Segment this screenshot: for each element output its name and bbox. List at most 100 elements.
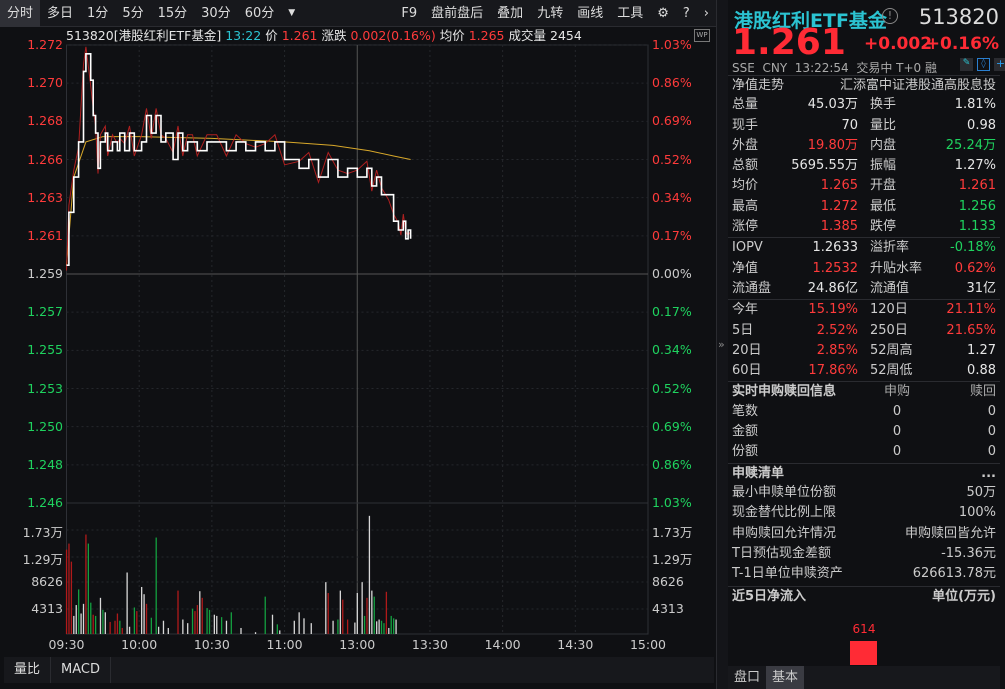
exchange: SSE: [732, 61, 755, 75]
stat-value: 15.19%: [808, 302, 858, 318]
price-value: 1.261: [281, 28, 318, 43]
stat-value: 70: [841, 117, 858, 133]
stat-label: 总量: [732, 97, 759, 113]
more-button[interactable]: ...: [981, 465, 996, 481]
price-tick: 1.255: [27, 342, 63, 358]
volume-tick: 8626: [31, 574, 63, 589]
net-inflow-title: 近5日净流入: [732, 589, 807, 605]
tab-volume-ratio[interactable]: 量比: [4, 657, 52, 683]
tab-order-book[interactable]: 盘口: [734, 670, 761, 685]
volume-bar: [279, 630, 281, 634]
volume-bar: [121, 627, 123, 634]
volume-bar: [385, 591, 388, 634]
period-tab[interactable]: 60分: [244, 5, 275, 21]
volume-bar: [90, 602, 92, 634]
stat-label: 跌停: [870, 219, 897, 235]
toolbar-button[interactable]: F9: [401, 5, 418, 21]
volume-value: 2454: [550, 28, 582, 43]
period-tab[interactable]: 5分: [122, 5, 144, 21]
volume-bar: [82, 603, 85, 634]
volume-bar: [119, 620, 121, 634]
volume-bar: [230, 612, 232, 634]
stat-value: 17.86%: [808, 363, 858, 379]
time-tick: 14:00: [484, 637, 521, 652]
toolbar-button[interactable]: 叠加: [497, 5, 524, 21]
volume-bar: [145, 603, 148, 634]
intraday-chart[interactable]: [0, 0, 716, 657]
stat-row: 净值 1.2532 升贴水率 0.62%: [728, 259, 1000, 279]
pct-tick: 0.52%: [652, 151, 692, 167]
volume-tick: 1.29万: [22, 552, 63, 567]
volume-tick: 1.73万: [22, 525, 63, 540]
volume-label: 成交量: [508, 28, 547, 43]
add-icon[interactable]: +: [994, 57, 1005, 71]
volume-bar: [65, 549, 68, 634]
period-tab[interactable]: 多日: [47, 5, 74, 21]
volume-bar: [378, 619, 380, 634]
volume-bar: [116, 613, 119, 634]
price-tick: 1.246: [27, 495, 63, 510]
subscribe-value: 0: [892, 444, 902, 460]
wp-icon[interactable]: WP: [694, 29, 710, 42]
redeem-value: 0: [987, 403, 996, 419]
stat-value: 1.256: [958, 198, 996, 214]
toolbar-button[interactable]: 工具: [617, 5, 644, 21]
stat-row: 总量 45.03万 换手 1.81%: [728, 95, 1000, 115]
volume-bar: [293, 620, 295, 634]
nav-trend-link[interactable]: 净值走势: [732, 78, 785, 93]
toolbar-button[interactable]: 画线: [577, 5, 604, 21]
expand-icon: »: [718, 338, 725, 351]
period-tab[interactable]: 30分: [201, 5, 231, 21]
time-tick: 13:30: [411, 637, 448, 652]
time-tick: 11:00: [266, 637, 303, 652]
info-icon[interactable]: !: [882, 8, 898, 24]
more-periods-icon[interactable]: ▼: [288, 7, 296, 18]
inflow-label: 614: [852, 622, 876, 636]
indicator-tabs: 量比 MACD: [4, 657, 714, 683]
volume-bar: [383, 623, 385, 634]
volume-bar: [208, 609, 211, 634]
volume-bar: [354, 622, 356, 634]
period-tab[interactable]: 分时: [0, 0, 41, 27]
fund-name: 513820[港股红利ETF基金]: [66, 28, 222, 43]
stat-value: 1.133: [958, 219, 996, 235]
row-label: 份额: [732, 444, 759, 460]
stat-value: 24.86亿: [807, 280, 858, 296]
period-tab[interactable]: 1分: [87, 5, 109, 21]
pen-icon[interactable]: ✎: [960, 58, 973, 71]
row-value: 100%: [958, 505, 996, 521]
volume-bar: [216, 615, 218, 634]
toolbar-button[interactable]: 盘前盘后: [431, 5, 484, 21]
volume-tick: 4313: [652, 601, 684, 616]
redeem-row: T日预估现金差额 -15.36元: [728, 544, 1000, 564]
bell-icon[interactable]: ◊: [977, 58, 990, 71]
stat-label: 外盘: [732, 137, 759, 153]
volume-bar: [337, 619, 339, 634]
gear-icon[interactable]: ⚙: [657, 5, 669, 21]
tab-macd[interactable]: MACD: [51, 657, 111, 683]
period-tab[interactable]: 15分: [157, 5, 188, 21]
volume-bar: [373, 596, 375, 634]
stat-value: 1.2532: [812, 260, 859, 276]
toolbar-button[interactable]: 九转: [537, 5, 564, 21]
panel-toggle[interactable]: »: [716, 0, 728, 689]
volume-bar: [99, 597, 102, 634]
time-tick: 10:00: [121, 637, 158, 652]
volume-bar: [390, 615, 392, 634]
volume-bar: [167, 627, 169, 634]
pct-tick: 0.34%: [652, 189, 692, 205]
help-icon[interactable]: ?: [682, 5, 690, 21]
volume-bar: [141, 586, 143, 634]
price-tick: 1.270: [27, 75, 63, 91]
volume-bar: [194, 611, 196, 634]
volume-bar: [254, 632, 257, 634]
volume-bar: [264, 596, 266, 634]
tab-basic[interactable]: 基本: [766, 666, 805, 689]
redeem-row: 最小申赎单位份额 50万: [728, 483, 1000, 503]
volume-bar: [78, 589, 80, 634]
stat-row: 今年 15.19% 120日 21.11%: [728, 300, 1000, 320]
stat-label: 量比: [870, 117, 897, 133]
stat-label: 120日: [870, 302, 908, 318]
chevron-right-icon[interactable]: ›: [703, 5, 709, 21]
price-change-pct: +0.16%: [925, 34, 999, 54]
